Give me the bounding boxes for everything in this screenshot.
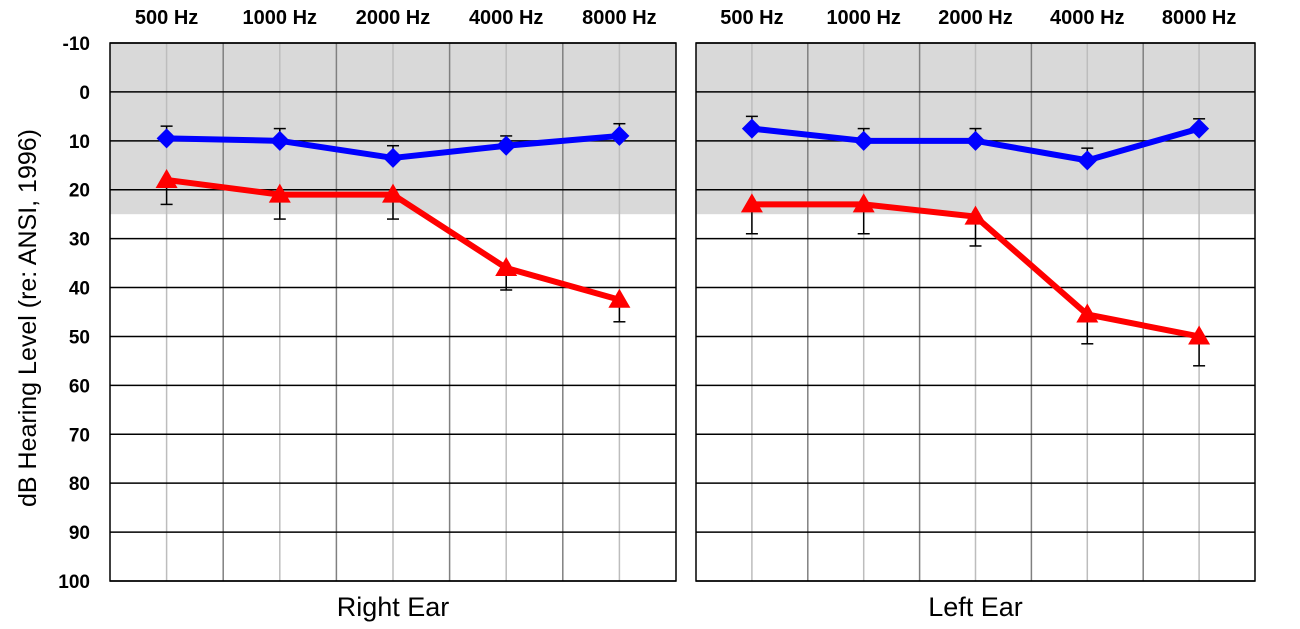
y-tick-label: 90 [69,523,90,544]
data-point-triangle [852,193,875,213]
data-point-diamond [1077,150,1098,171]
frequency-label: 2000 Hz [356,7,431,29]
frequency-label: 8000 Hz [1162,7,1237,29]
y-tick-label: 40 [69,279,90,300]
y-tick-label: 60 [69,376,90,397]
panel-title: Left Ear [928,592,1023,622]
data-point-triangle [1188,325,1211,345]
data-point-diamond [1189,118,1210,139]
y-tick-label: 100 [58,572,90,593]
frequency-label: 8000 Hz [582,7,657,29]
y-tick-label: 30 [69,230,90,251]
y-axis-title: dB Hearing Level (re: ANSI, 1996) [14,129,42,507]
panel-title: Right Ear [337,592,450,622]
data-point-triangle [382,183,404,203]
data-point-diamond [383,147,403,168]
y-tick-label: 80 [69,474,90,495]
y-tick-label: 50 [69,327,90,348]
data-point-triangle [268,183,291,203]
panel-frame [695,42,1256,582]
data-point-triangle [608,288,631,308]
data-point-triangle [155,168,178,188]
data-point-triangle [740,193,763,213]
y-tick-label: 20 [69,181,90,202]
frequency-label: 500 Hz [720,7,783,29]
frequency-label: 1000 Hz [243,7,318,29]
y-tick-label: 10 [69,132,90,153]
data-point-diamond [156,128,177,149]
frequency-label: 500 Hz [135,7,198,29]
data-point-triangle [1076,303,1099,323]
data-point-diamond [496,135,517,156]
data-point-diamond [269,130,290,151]
frequency-label: 4000 Hz [469,7,544,29]
data-point-diamond [965,130,986,151]
panel-frame [109,42,677,582]
data-point-triangle [964,205,987,225]
y-tick-label: 70 [69,425,90,446]
frequency-label: 4000 Hz [1050,7,1125,29]
data-point-triangle [495,256,518,276]
data-point-diamond [609,125,630,146]
data-point-diamond [741,118,762,139]
frequency-label: 1000 Hz [826,7,901,29]
y-tick-label: -10 [63,34,90,55]
data-point-diamond [853,130,874,151]
y-tick-label: 0 [79,83,90,104]
frequency-label: 2000 Hz [938,7,1013,29]
